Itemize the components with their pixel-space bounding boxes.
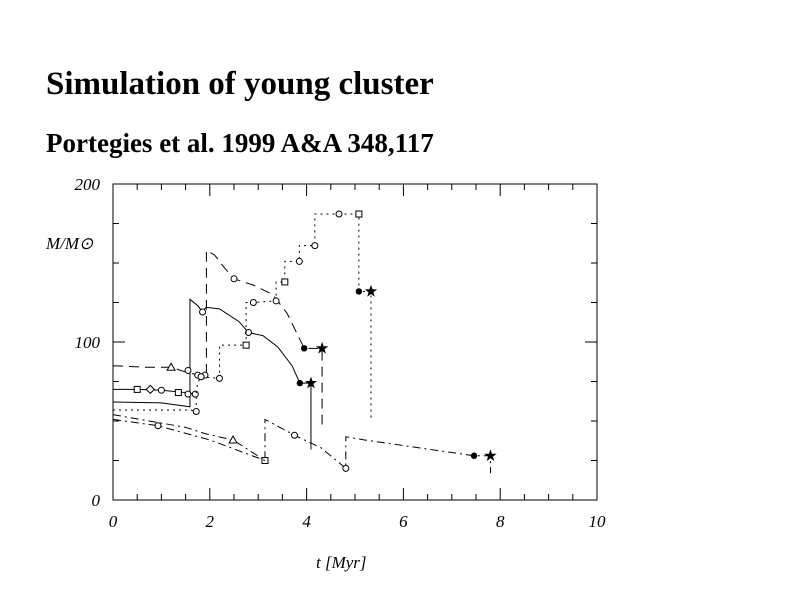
y-tick-label: 100 [75, 333, 101, 352]
marker-circle [335, 210, 343, 218]
marker-circle [245, 329, 253, 337]
marker-filled-circle [355, 288, 363, 295]
marker-triangle [228, 434, 238, 444]
series-line-dashed [112, 249, 323, 428]
marker-circle [197, 373, 205, 381]
marker-circle [230, 275, 238, 283]
series-line-dotted [113, 213, 372, 418]
marker-circle [184, 366, 192, 374]
y-tick-label: 200 [75, 175, 101, 194]
x-axis-label: t [Myr] [316, 553, 367, 572]
marker-star [364, 284, 378, 297]
x-tick-label: 4 [302, 512, 311, 531]
marker-diamond [145, 384, 155, 395]
marker-circle [291, 431, 298, 439]
y-tick-label: 0 [92, 491, 101, 510]
marker-square [174, 389, 182, 397]
marker-circle [272, 297, 280, 305]
marker-circle [311, 242, 319, 250]
marker-square [281, 278, 289, 286]
marker-circle [192, 408, 200, 416]
marker-circle [154, 422, 162, 430]
marker-circle [215, 374, 223, 382]
series-line-dash-dot-lower [112, 418, 266, 461]
marker-square [261, 457, 269, 464]
marker-circle [157, 386, 165, 394]
x-tick-label: 0 [109, 512, 118, 531]
series-line-solid-upper [112, 298, 312, 450]
chart-title: Simulation of young cluster [46, 66, 434, 102]
marker-circle [191, 390, 199, 398]
marker-filled-circle [300, 345, 308, 352]
marker-square [242, 341, 250, 349]
marker-star [304, 376, 318, 389]
marker-filled-circle [296, 379, 304, 387]
series-group [112, 210, 497, 474]
marker-star [315, 341, 329, 354]
series-line-dash-dot-upper [112, 414, 492, 474]
axis-ticks [112, 183, 598, 501]
plot-frame [112, 183, 598, 501]
marker-square [355, 210, 363, 218]
x-tick-label: 2 [206, 512, 215, 531]
marker-circle [295, 257, 303, 265]
y-axis-label: M/M⊙ [45, 234, 94, 253]
marker-star [484, 449, 497, 461]
marker-square [133, 385, 141, 393]
marker-filled-circle [470, 452, 478, 459]
marker-triangle [166, 362, 176, 371]
marker-circle [249, 299, 257, 306]
x-tick-label: 6 [399, 512, 408, 531]
marker-circle [342, 464, 350, 472]
x-tick-label: 8 [496, 512, 505, 531]
marker-circle [184, 390, 192, 398]
marker-circle [199, 308, 207, 316]
x-tick-label: 10 [589, 512, 607, 531]
chart-subtitle: Portegies et al. 1999 A&A 348,117 [46, 128, 434, 158]
